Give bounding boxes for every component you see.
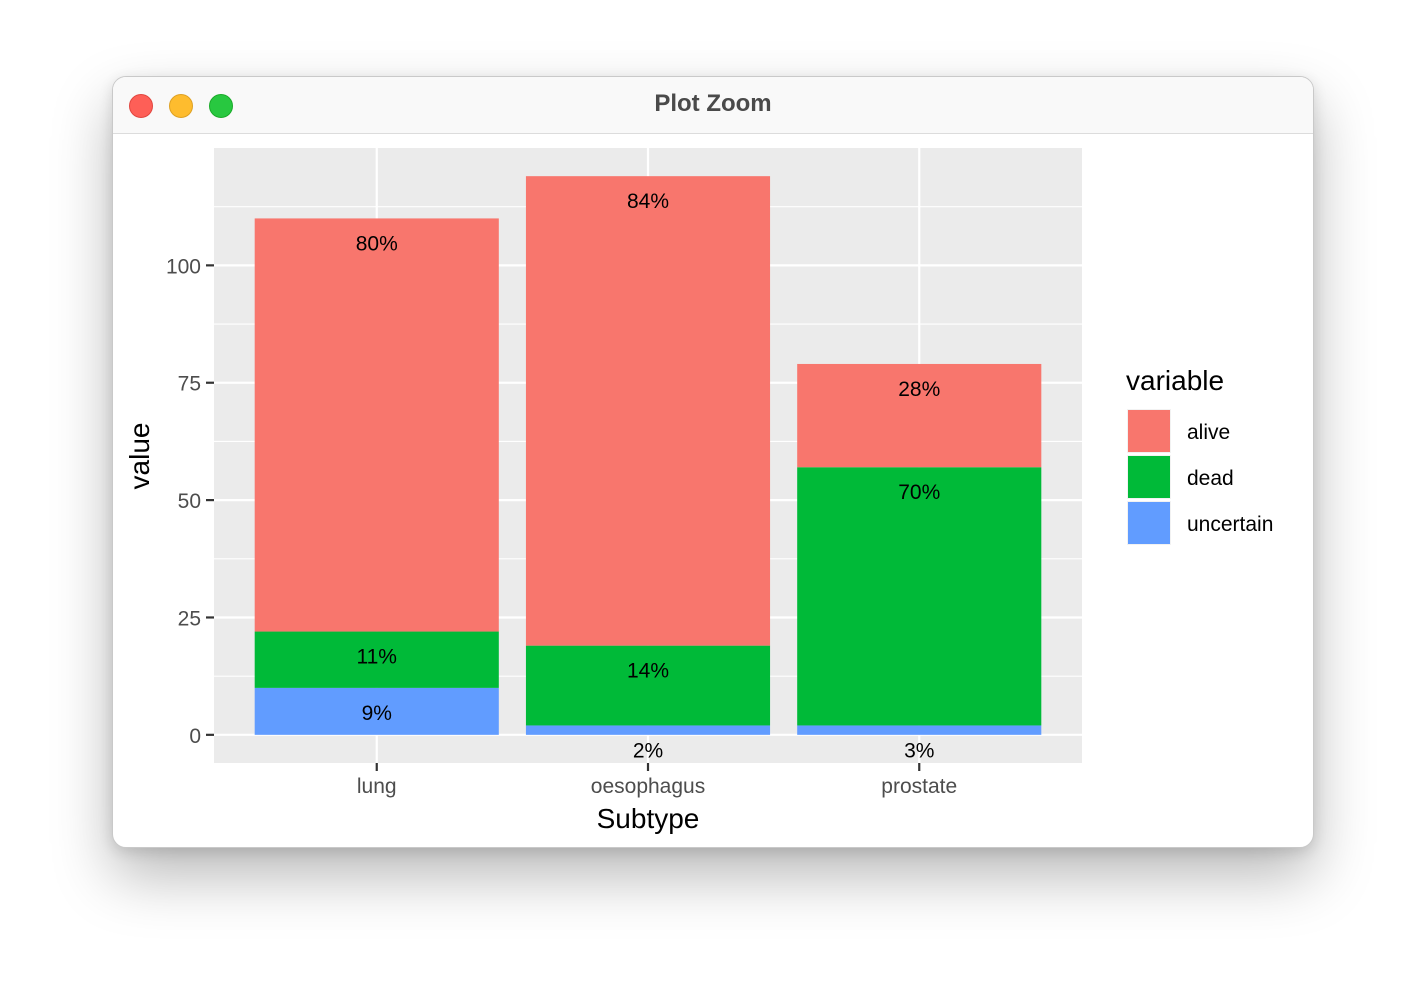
legend: variable alive dead uncertain: [1126, 365, 1273, 545]
bar-label-alive-lung: 80%: [356, 232, 398, 255]
window-title: Plot Zoom: [654, 90, 772, 117]
bar-label-dead-lung: 11%: [357, 646, 397, 669]
y-tick-label: 50: [178, 490, 201, 513]
legend-swatch-alive: [1128, 410, 1170, 452]
stacked-bar-chart: 9% 11% 80% 2% 14% 84% 3% 70% 28% 0 25 50 75 100 lung…: [124, 148, 1273, 834]
legend-label-uncertain: uncertain: [1187, 513, 1273, 536]
x-axis: lung oesophagus prostate: [357, 763, 957, 798]
legend-title: variable: [1126, 365, 1224, 396]
bar-label-dead-oesophagus: 14%: [627, 660, 669, 683]
bar-label-dead-prostate: 70%: [898, 481, 940, 504]
x-tick-label-lung: lung: [357, 775, 397, 798]
legend-label-dead: dead: [1187, 467, 1234, 490]
bar-label-uncertain-lung: 9%: [362, 702, 392, 725]
y-tick-label: 0: [189, 725, 201, 748]
bar-label-alive-prostate: 28%: [898, 378, 940, 401]
bars: [254, 176, 1042, 735]
bar-segment-alive-lung: [254, 218, 499, 632]
bar-label-uncertain-prostate: 3%: [904, 739, 934, 762]
legend-label-alive: alive: [1187, 421, 1230, 444]
bar-segment-alive-prostate: [797, 363, 1042, 468]
bar-segment-dead-prostate: [797, 467, 1042, 726]
legend-swatch-uncertain: [1128, 502, 1170, 544]
title-bar[interactable]: Plot Zoom: [113, 77, 1313, 134]
x-tick-label-prostate: prostate: [881, 775, 957, 798]
bar-segment-uncertain-prostate: [797, 725, 1042, 735]
legend-swatch-dead: [1128, 456, 1170, 498]
y-axis: 0 25 50 75 100: [166, 255, 214, 748]
bar-labels: 9% 11% 80% 2% 14% 84% 3% 70% 28%: [356, 190, 941, 762]
close-window-button[interactable]: [129, 94, 153, 118]
y-tick-label: 100: [166, 255, 201, 278]
bar-segment-dead-oesophagus: [525, 645, 771, 726]
bar-label-uncertain-oesophagus: 2%: [633, 739, 663, 762]
plot-area: 9% 11% 80% 2% 14% 84% 3% 70% 28% 0 25 50 75 100 lung…: [113, 134, 1313, 847]
zoom-window-button[interactable]: [209, 94, 233, 118]
bar-segment-dead-lung: [254, 631, 499, 688]
bar-segment-uncertain-oesophagus: [525, 725, 771, 735]
x-axis-title: Subtype: [597, 803, 700, 834]
bar-segment-uncertain-lung: [254, 687, 499, 735]
bar-segment-alive-oesophagus: [525, 176, 771, 646]
plot-zoom-window: Plot Zoom 9% 11% 80% 2% 14% 84% 3% 70% 28% 0 25 50…: [112, 76, 1314, 848]
y-tick-label: 25: [178, 607, 201, 630]
y-axis-title: value: [124, 423, 155, 490]
y-tick-label: 75: [178, 373, 201, 396]
x-tick-label-oesophagus: oesophagus: [591, 775, 705, 798]
bar-label-alive-oesophagus: 84%: [627, 190, 669, 213]
minimize-window-button[interactable]: [169, 94, 193, 118]
